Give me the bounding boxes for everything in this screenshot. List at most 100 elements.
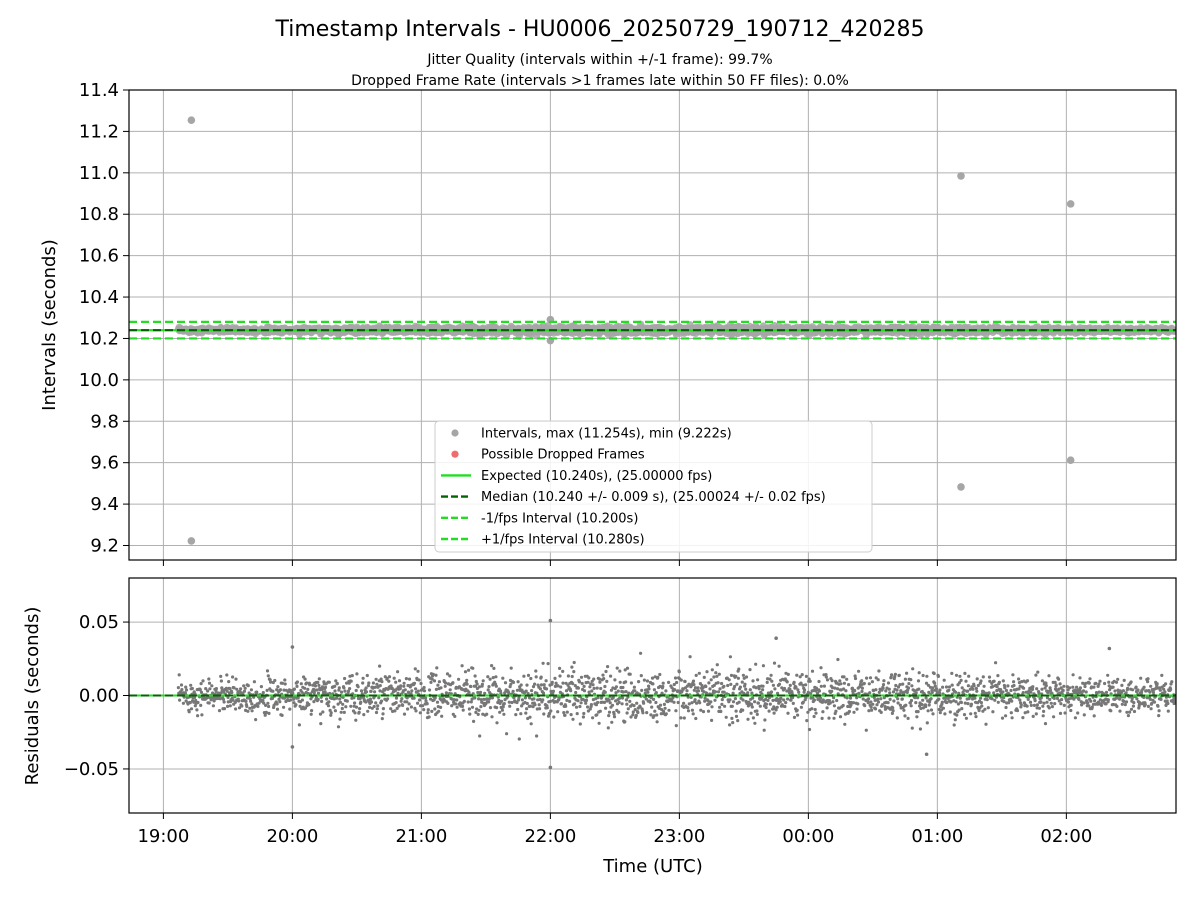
data-point: [1053, 702, 1057, 706]
data-point: [947, 685, 952, 689]
data-point: [561, 681, 565, 685]
data-point: [228, 704, 232, 708]
data-point: [1012, 683, 1016, 688]
data-point: [940, 700, 944, 704]
data-point: [317, 683, 321, 688]
data-point: [927, 690, 931, 695]
data-point: [1053, 680, 1057, 685]
data-point: [366, 709, 370, 713]
data-point: [869, 700, 873, 704]
data-point: [292, 687, 296, 691]
data-point: [546, 714, 551, 718]
data-point: [647, 687, 651, 691]
data-point: [532, 697, 536, 701]
data-point: [775, 705, 779, 709]
y-tick-label: 9.2: [90, 536, 119, 557]
data-point: [235, 687, 239, 691]
data-point: [477, 708, 481, 712]
data-point: [968, 687, 972, 691]
data-point: [639, 674, 643, 678]
data-point: [802, 688, 807, 692]
data-point: [462, 699, 466, 704]
data-point: [222, 700, 226, 704]
data-point: [1034, 673, 1038, 677]
data-point: [876, 678, 880, 682]
data-point: [638, 705, 642, 709]
data-point: [385, 676, 389, 681]
data-point: [938, 688, 942, 692]
data-point: [973, 696, 977, 700]
data-point: [722, 690, 726, 694]
data-point: [380, 680, 384, 684]
data-point: [974, 715, 978, 719]
data-point: [696, 689, 701, 693]
data-point: [871, 689, 876, 693]
data-point: [702, 675, 706, 680]
data-point: [736, 676, 741, 680]
data-point: [338, 717, 342, 721]
data-point: [1042, 701, 1046, 705]
data-point: [635, 701, 639, 705]
data-point: [548, 711, 552, 716]
data-point: [830, 689, 834, 693]
data-point: [1016, 696, 1020, 700]
data-point: [931, 712, 935, 716]
data-point: [372, 704, 376, 709]
data-point: [292, 697, 296, 701]
data-point: [1043, 686, 1047, 690]
data-point: [546, 662, 550, 666]
data-point: [582, 684, 586, 689]
data-point: [352, 696, 356, 700]
data-point: [777, 682, 782, 686]
data-point: [673, 676, 678, 680]
data-point: [292, 701, 296, 705]
data-point: [576, 686, 581, 690]
data-point: [679, 678, 683, 682]
data-point: [653, 709, 657, 713]
data-point: [578, 722, 582, 726]
data-point: [664, 689, 668, 693]
data-point: [367, 681, 371, 685]
data-point: [514, 713, 518, 717]
data-point: [610, 703, 615, 707]
data-point: [225, 673, 229, 677]
data-point: [267, 711, 271, 716]
data-point: [1012, 680, 1016, 684]
data-point: [786, 711, 790, 715]
data-point: [1026, 697, 1030, 702]
data-point: [310, 709, 314, 713]
data-point: [756, 701, 761, 705]
data-point: [177, 673, 181, 677]
data-point: [426, 708, 430, 712]
data-point: [393, 709, 397, 713]
data-point: [748, 668, 752, 672]
data-point: [1047, 706, 1051, 710]
data-point: [430, 677, 434, 681]
data-point: [644, 697, 648, 701]
data-point: [863, 704, 867, 708]
data-point: [361, 676, 365, 680]
data-point: [550, 680, 554, 685]
data-point: [1040, 679, 1044, 683]
data-point: [764, 705, 768, 710]
data-point: [994, 661, 998, 665]
data-point: [795, 708, 799, 712]
data-point: [611, 695, 615, 700]
data-point: [827, 716, 831, 720]
data-point: [906, 686, 911, 690]
data-point: [926, 683, 931, 687]
data-point: [835, 687, 840, 691]
data-point: [879, 710, 883, 715]
data-point: [843, 722, 847, 726]
data-point: [557, 696, 561, 700]
y-tick-label: 9.8: [90, 411, 119, 432]
data-point: [206, 689, 210, 693]
data-point: [473, 684, 478, 688]
data-point: [573, 702, 577, 706]
chart-subtitle-2: Dropped Frame Rate (intervals >1 frames …: [351, 73, 849, 89]
data-point: [265, 669, 270, 673]
data-point: [696, 686, 700, 690]
data-point: [938, 711, 942, 715]
data-point: [731, 691, 735, 695]
data-point: [794, 685, 798, 690]
